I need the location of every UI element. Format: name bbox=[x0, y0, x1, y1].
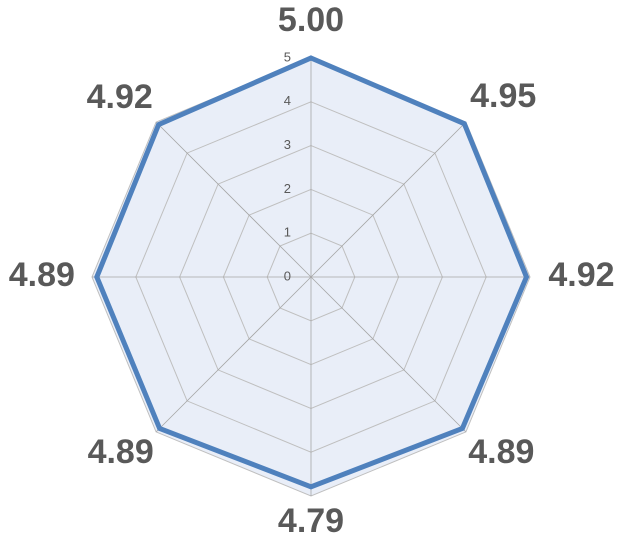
data-label: 4.79 bbox=[278, 502, 344, 540]
spoke bbox=[155, 276, 312, 433]
spoke bbox=[310, 121, 467, 278]
r-tick-label: 0 bbox=[284, 268, 291, 283]
spoke bbox=[310, 276, 467, 433]
r-tick-label: 5 bbox=[284, 49, 291, 64]
r-tick-label: 1 bbox=[284, 225, 291, 240]
data-label: 4.92 bbox=[87, 78, 153, 116]
r-tick-label: 3 bbox=[284, 137, 291, 152]
data-label: 4.95 bbox=[470, 77, 536, 115]
spoke bbox=[155, 121, 312, 278]
r-tick-label: 4 bbox=[284, 93, 291, 108]
data-label: 4.89 bbox=[9, 256, 75, 294]
data-label: 5.00 bbox=[278, 1, 344, 39]
series-line bbox=[94, 55, 530, 490]
data-label: 4.89 bbox=[88, 433, 154, 471]
data-label: 4.92 bbox=[548, 256, 614, 294]
data-label: 4.89 bbox=[468, 433, 534, 471]
r-tick-label: 2 bbox=[284, 181, 291, 196]
